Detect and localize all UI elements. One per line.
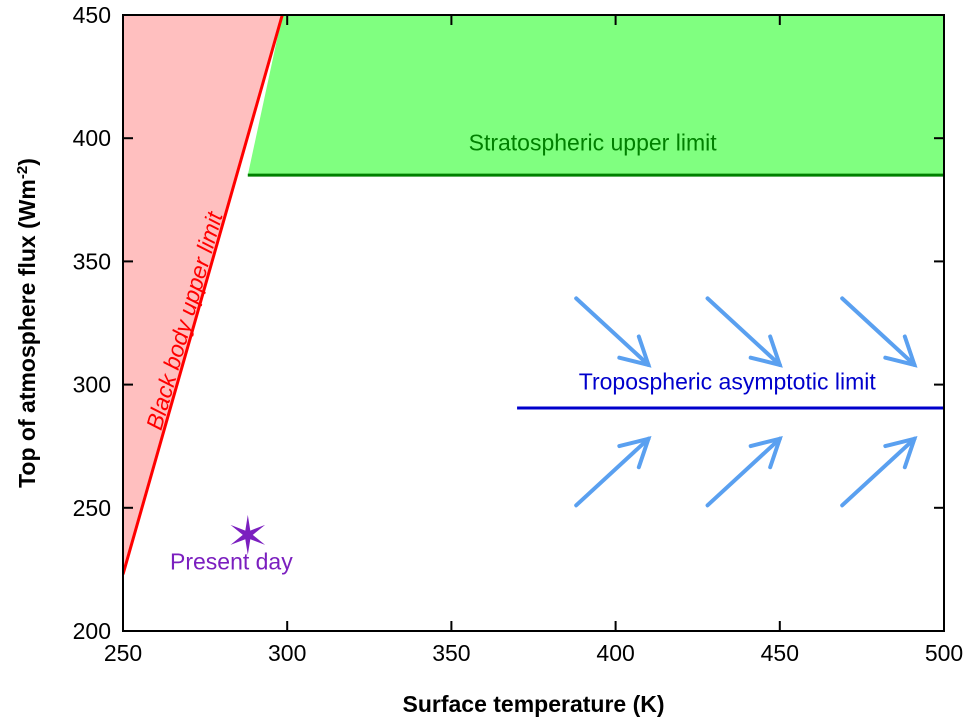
y-tick-label: 400	[73, 125, 111, 151]
annotation-stratospheric: Stratospheric upper limit	[469, 130, 718, 156]
flow-arrow-2	[705, 296, 783, 368]
flow-arrow-shaft	[574, 436, 651, 508]
flow-arrow-head	[883, 334, 918, 368]
flow-arrow-5	[705, 435, 783, 508]
x-tick-label: 250	[104, 640, 142, 666]
plot-frame	[122, 14, 945, 632]
flow-arrow-head	[617, 435, 652, 470]
flow-arrow-6	[840, 435, 918, 508]
x-tick-label: 450	[761, 640, 799, 666]
flow-arrow-shaft	[705, 296, 782, 367]
flow-arrow-head	[748, 334, 783, 368]
point-layer	[230, 514, 266, 555]
lines-layer	[123, 15, 944, 575]
flow-arrow-shaft	[574, 296, 651, 367]
flow-arrow-1	[574, 296, 652, 368]
y-axis-title: Top of atmosphere flux (Wm-2)	[14, 158, 40, 488]
x-tick-label: 300	[268, 640, 306, 666]
flow-arrow-shaft	[705, 436, 782, 508]
flow-arrow-4	[574, 435, 652, 508]
y-tick-label: 350	[73, 248, 111, 274]
flow-arrow-3	[840, 296, 918, 368]
y-tick-label: 300	[73, 372, 111, 398]
y-tick-label: 450	[73, 2, 111, 28]
x-tick-label: 500	[925, 640, 963, 666]
flow-arrow-head	[617, 334, 652, 368]
present-day-star-marker	[230, 514, 266, 555]
y-tick-label: 250	[73, 495, 111, 521]
annotation-present: Present day	[170, 548, 293, 574]
x-tick-label: 400	[596, 640, 634, 666]
arrows-layer	[574, 296, 918, 508]
series-line-black_body	[123, 15, 284, 575]
x-tick-label: 350	[432, 640, 470, 666]
x-axis-title: Surface temperature (K)	[402, 691, 664, 717]
regions-layer	[123, 15, 944, 575]
y-tick-label: 200	[73, 618, 111, 644]
annotation-tropospheric: Tropospheric asymptotic limit	[579, 369, 877, 395]
flow-arrow-head	[883, 435, 918, 470]
flow-arrow-head	[748, 435, 783, 470]
flow-arrow-shaft	[840, 296, 917, 367]
flow-arrow-shaft	[840, 436, 917, 508]
stratospheric-region	[247, 15, 944, 176]
